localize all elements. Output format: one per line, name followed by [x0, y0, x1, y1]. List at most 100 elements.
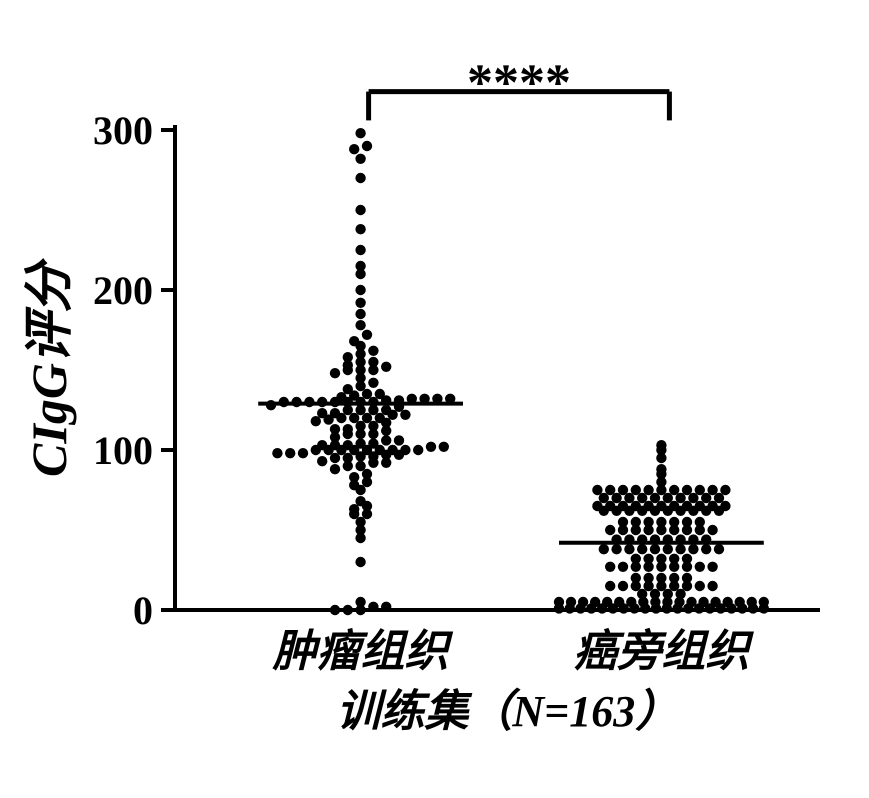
data-point [368, 378, 378, 388]
y-tick-label: 0 [133, 588, 153, 633]
data-point [343, 605, 353, 615]
data-point [605, 525, 615, 535]
data-point [707, 485, 717, 495]
data-point [400, 445, 410, 455]
data-point [618, 517, 628, 527]
x-category-label: 肿瘤组织 [272, 627, 454, 676]
data-point [759, 597, 769, 607]
data-point [590, 597, 600, 607]
data-point [362, 330, 372, 340]
data-point [362, 141, 372, 151]
data-point [355, 154, 365, 164]
data-point [626, 597, 636, 607]
data-point [355, 261, 365, 271]
data-point [686, 597, 696, 607]
data-point [602, 597, 612, 607]
data-point [317, 408, 327, 418]
data-point [349, 144, 359, 154]
data-point [355, 496, 365, 506]
x-category-label: 癌旁组织 [573, 627, 754, 676]
data-point [707, 581, 717, 591]
data-point [695, 485, 705, 495]
data-point [682, 573, 692, 583]
data-point [698, 597, 708, 607]
data-point [381, 602, 391, 612]
data-point [368, 357, 378, 367]
data-point [317, 456, 327, 466]
data-point [355, 320, 365, 330]
data-point [343, 384, 353, 394]
data-point [605, 581, 615, 591]
data-point [643, 573, 653, 583]
data-point [381, 405, 391, 415]
data-point [349, 472, 359, 482]
data-point [637, 544, 647, 554]
data-point [330, 408, 340, 418]
data-point [330, 605, 340, 615]
data-point [330, 464, 340, 474]
data-point [682, 554, 692, 564]
data-point [566, 597, 576, 607]
data-point [656, 440, 666, 450]
data-point [272, 448, 282, 458]
data-point [355, 597, 365, 607]
data-point [355, 128, 365, 138]
data-point [707, 562, 717, 572]
data-point [355, 557, 365, 567]
data-point [592, 485, 602, 495]
data-point [643, 485, 653, 495]
data-point [669, 485, 679, 495]
data-point [618, 562, 628, 572]
data-point [298, 448, 308, 458]
y-tick-label: 100 [93, 428, 153, 473]
data-point [669, 517, 679, 527]
data-point [735, 597, 745, 607]
data-point [285, 448, 295, 458]
data-point [631, 573, 641, 583]
data-point [643, 554, 653, 564]
data-point [599, 544, 609, 554]
data-point [355, 173, 365, 183]
data-point [614, 597, 624, 607]
data-point [631, 517, 641, 527]
data-point [618, 485, 628, 495]
data-point [368, 346, 378, 356]
data-point [656, 554, 666, 564]
data-point [554, 597, 564, 607]
data-point [375, 389, 385, 399]
significance-label: **** [467, 55, 571, 112]
data-point [355, 461, 365, 471]
data-point [720, 485, 730, 495]
data-point [330, 368, 340, 378]
data-point [355, 285, 365, 295]
data-point [631, 554, 641, 564]
data-point [317, 440, 327, 450]
data-point [682, 517, 692, 527]
data-point [624, 544, 634, 554]
data-point [413, 445, 423, 455]
data-point [669, 573, 679, 583]
data-point [381, 435, 391, 445]
data-point [656, 464, 666, 474]
data-point [578, 597, 588, 607]
data-point [695, 562, 705, 572]
data-point [714, 544, 724, 554]
data-point [682, 485, 692, 495]
data-point [394, 435, 404, 445]
data-point [643, 517, 653, 527]
data-point [355, 309, 365, 319]
data-point [722, 597, 732, 607]
scatter-chart: 0100200300CIgG评分肿瘤组织癌旁组织训练集（N=163）**** [0, 0, 869, 798]
data-point [381, 362, 391, 372]
data-point [368, 438, 378, 448]
data-point [688, 544, 698, 554]
data-point [330, 424, 340, 434]
data-point [707, 525, 717, 535]
data-point [343, 424, 353, 434]
data-point [349, 336, 359, 346]
data-point [631, 485, 641, 495]
data-point [695, 517, 705, 527]
data-point [355, 245, 365, 255]
data-point [355, 224, 365, 234]
data-point [611, 544, 621, 554]
